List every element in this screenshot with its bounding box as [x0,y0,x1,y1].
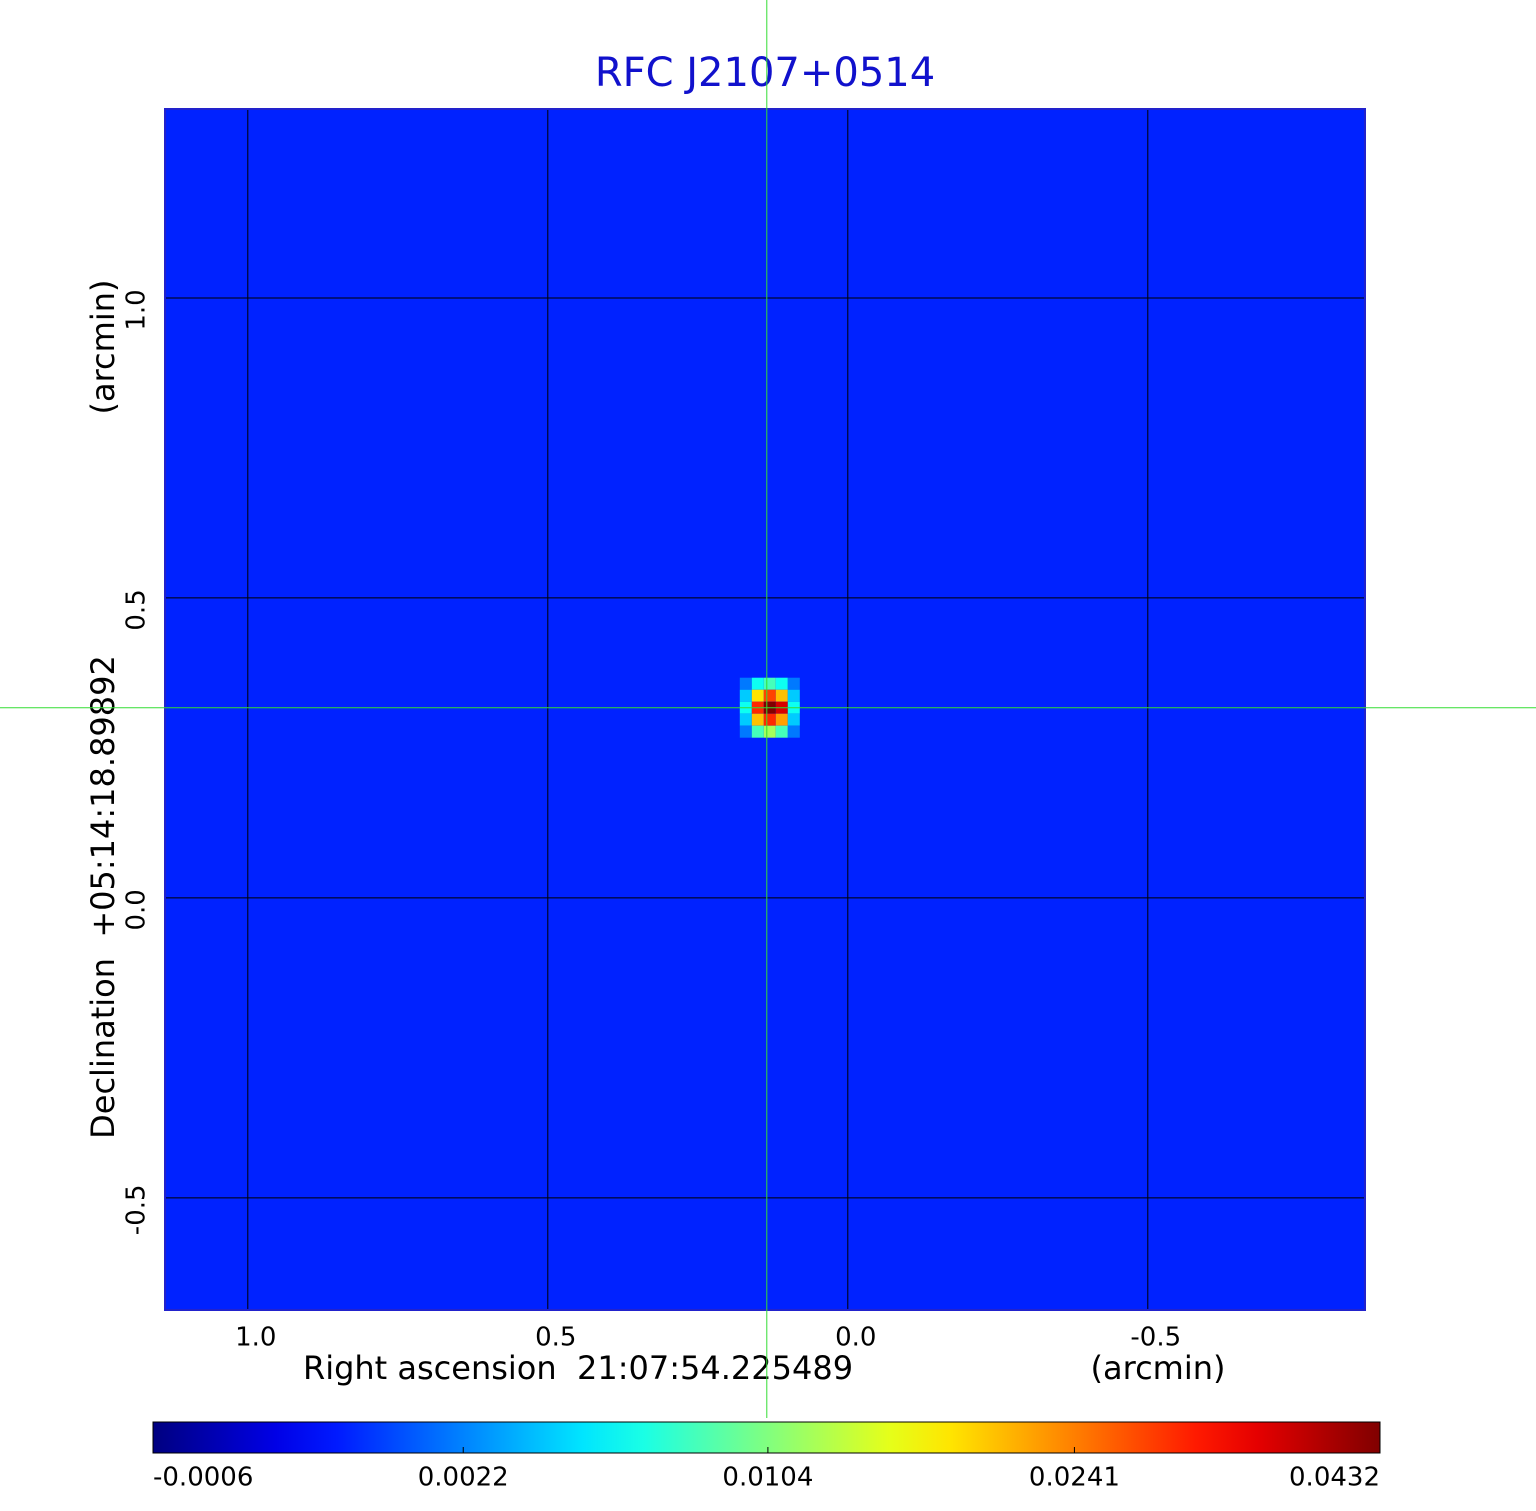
x-axis-unit: (arcmin) [1091,1349,1226,1387]
chart-title: RFC J2107+0514 [595,50,935,96]
x-tick-label: -0.5 [1130,1323,1181,1353]
image-pixel [739,677,752,690]
image-pixel [775,713,788,726]
y-tick-label: 0.5 [122,589,152,630]
x-tick-label: 0.5 [535,1323,576,1353]
image-pixel [775,725,788,738]
image-pixel [763,713,776,726]
image-pixel [751,713,764,726]
x-axis-label: Right ascension 21:07:54.225489 [303,1349,853,1387]
x-tick-label: 1.0 [235,1323,276,1353]
image-pixel [751,677,764,690]
image-pixel [787,725,800,738]
colorbar-tick-label: 0.0241 [1029,1463,1120,1493]
image-pixel [751,689,764,702]
y-tick-label: 0.0 [122,889,152,930]
plot-border [164,108,1366,1311]
image-pixel [763,725,776,738]
colorbar-tick-label: -0.0006 [153,1463,253,1493]
colorbar-tick-label: 0.0104 [722,1463,813,1493]
image-pixel [739,725,752,738]
image-pixel [763,677,776,690]
image-pixel [787,713,800,726]
colorbar-tick-label: 0.0432 [1289,1463,1380,1493]
image-pixel [763,689,776,702]
image-pixel [739,713,752,726]
y-axis-unit: (arcmin) [84,280,122,415]
y-tick-label: 1.0 [122,289,152,330]
image-pixel [775,677,788,690]
y-axis-label: Declination +05:14:18.89892 [84,655,122,1139]
image-pixel [739,689,752,702]
image-pixel [751,725,764,738]
image-pixel [787,677,800,690]
y-tick-label: -0.5 [122,1184,152,1235]
colorbar-tick-label: 0.0022 [418,1463,509,1493]
image-pixel [775,689,788,702]
image-pixel [787,689,800,702]
colorbar [152,1421,1381,1454]
x-tick-label: 0.0 [835,1323,876,1353]
